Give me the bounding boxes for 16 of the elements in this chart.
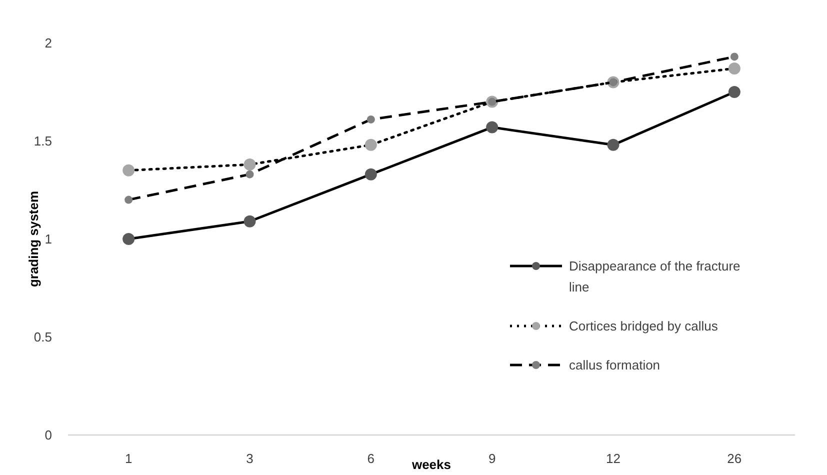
x-tick-label: 9 xyxy=(488,451,496,466)
x-axis-title: weeks xyxy=(410,457,452,472)
legend-label: Disappearance of the fracture line xyxy=(569,258,740,295)
y-tick-label: 0 xyxy=(44,428,52,443)
y-tick-label: 1 xyxy=(44,232,52,247)
x-tick-label: 1 xyxy=(124,451,132,466)
x-tick-label: 3 xyxy=(246,451,254,466)
x-tick-label: 26 xyxy=(727,451,742,466)
x-tick-label: 6 xyxy=(367,451,375,466)
y-axis-title: grading system xyxy=(26,190,41,288)
legend-label: callus formation xyxy=(569,358,660,373)
y-tick-label: 0.5 xyxy=(34,330,52,345)
legend-label: Cortices bridged by callus xyxy=(569,318,718,334)
x-tick-label: 12 xyxy=(606,451,620,466)
y-tick-label: 1.5 xyxy=(34,134,52,149)
y-tick-label: 2 xyxy=(44,36,52,51)
